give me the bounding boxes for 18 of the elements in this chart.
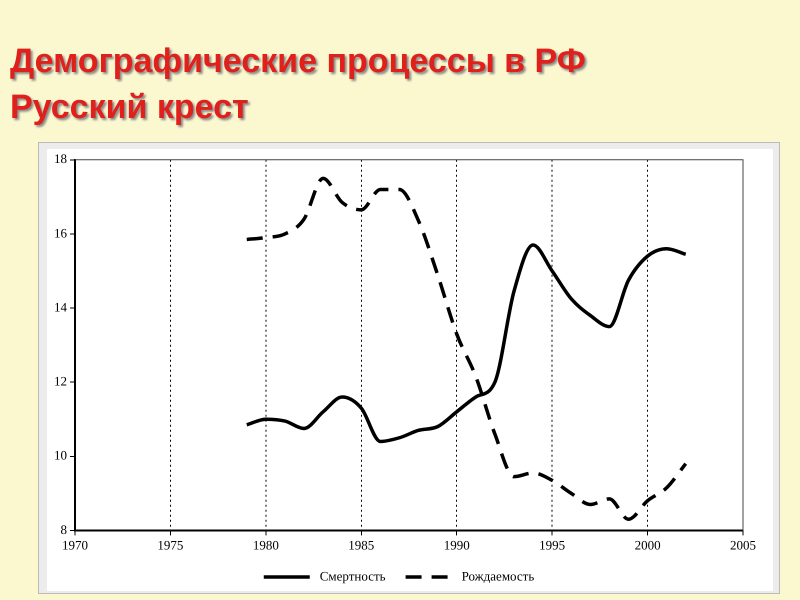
x-tick-label: 1990 [444, 538, 470, 553]
x-tick-label: 1995 [539, 538, 566, 553]
x-tick-label: 1985 [348, 538, 374, 553]
chart-title: Демографические процессы в РФ [10, 41, 586, 82]
x-tick-label: 1970 [62, 538, 88, 553]
y-tick-label: 10 [54, 448, 67, 463]
legend-label: Рождаемость [462, 568, 534, 584]
x-tick-label: 2000 [634, 538, 661, 553]
x-tick-label: 2005 [730, 538, 756, 553]
y-tick-label: 12 [54, 374, 67, 389]
y-tick-label: 18 [54, 151, 67, 166]
y-tick-label: 8 [60, 522, 67, 537]
y-tick-label: 16 [54, 225, 68, 240]
x-tick-label: 1980 [252, 538, 279, 553]
legend-label: Смертность [320, 568, 386, 584]
chart-subtitle: Русский крест [10, 87, 250, 128]
y-tick-label: 14 [54, 299, 68, 314]
x-tick-label: 1975 [157, 538, 184, 553]
